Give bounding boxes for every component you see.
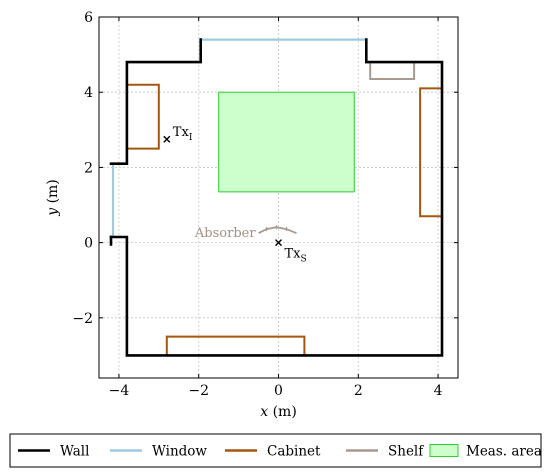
legend-entry: Cabinet bbox=[225, 444, 321, 460]
shelf-layer bbox=[369, 62, 416, 80]
tx-label-main: Tx bbox=[173, 125, 190, 140]
x-tick-label: 2 bbox=[354, 383, 363, 399]
y-tick-label: 0 bbox=[84, 236, 93, 252]
y-axis-unit: (m) bbox=[45, 179, 61, 208]
tx-label: TxI bbox=[173, 125, 193, 143]
absorber-layer bbox=[258, 225, 297, 235]
window-layer bbox=[111, 38, 367, 237]
shelf-outline bbox=[369, 62, 416, 80]
legend-swatch-patch bbox=[429, 444, 459, 457]
legend-entry: Meas. area bbox=[429, 444, 542, 460]
cross-icon bbox=[275, 239, 282, 247]
x-tick-label: 4 bbox=[434, 383, 443, 399]
legend-entry: Shelf bbox=[346, 444, 424, 460]
legend-entry: Window bbox=[110, 444, 207, 460]
axis-ticks: −4 −2 0 2 4 −2 0 2 4 6 bbox=[72, 10, 458, 399]
tx-label-main: Tx bbox=[285, 247, 302, 262]
tx-label: TxS bbox=[285, 247, 307, 265]
wall-line bbox=[109, 38, 444, 357]
x-axis-label: x (m) bbox=[260, 404, 297, 420]
meas-area-rect bbox=[218, 91, 355, 193]
legend-label: Cabinet bbox=[267, 444, 321, 460]
tx-marker: TxI bbox=[163, 125, 193, 143]
y-axis-variable: y bbox=[45, 207, 61, 217]
legend-label: Window bbox=[152, 444, 207, 460]
x-tick-label: 0 bbox=[274, 383, 283, 399]
x-axis-unit: (m) bbox=[268, 404, 297, 420]
y-tick-label: 2 bbox=[84, 160, 93, 176]
cabinet-outline bbox=[419, 87, 442, 218]
cabinet-layer bbox=[126, 83, 442, 356]
absorber-curve bbox=[258, 226, 297, 235]
cross-icon bbox=[163, 135, 171, 143]
x-tick-label: −4 bbox=[109, 383, 130, 399]
grid-lines bbox=[99, 16, 458, 378]
y-tick-label: 4 bbox=[84, 85, 93, 101]
tx-marker: TxS bbox=[275, 239, 307, 265]
y-axis-label: y (m) bbox=[45, 179, 61, 217]
y-tick-label: −2 bbox=[72, 311, 93, 327]
absorber-label: Absorber bbox=[194, 226, 256, 241]
wall-layer bbox=[109, 38, 444, 357]
x-tick-label: −2 bbox=[188, 383, 209, 399]
legend: Wall Window Cabinet Shelf Meas. area bbox=[9, 433, 542, 468]
tx-label-sub: S bbox=[301, 255, 307, 265]
x-axis-variable: x bbox=[260, 404, 268, 420]
meas-area-layer bbox=[218, 91, 355, 193]
legend-label: Shelf bbox=[388, 444, 424, 460]
wall-line bbox=[109, 38, 202, 165]
axis-labels: x (m) y (m) bbox=[45, 179, 297, 420]
y-tick-label: 6 bbox=[84, 10, 93, 26]
tx-label-sub: I bbox=[189, 133, 193, 143]
legend-label: Wall bbox=[60, 444, 89, 460]
legend-label: Meas. area bbox=[466, 444, 542, 460]
legend-entry: Wall bbox=[18, 444, 89, 460]
cabinet-outline bbox=[126, 83, 160, 150]
cabinet-outline bbox=[165, 335, 306, 356]
